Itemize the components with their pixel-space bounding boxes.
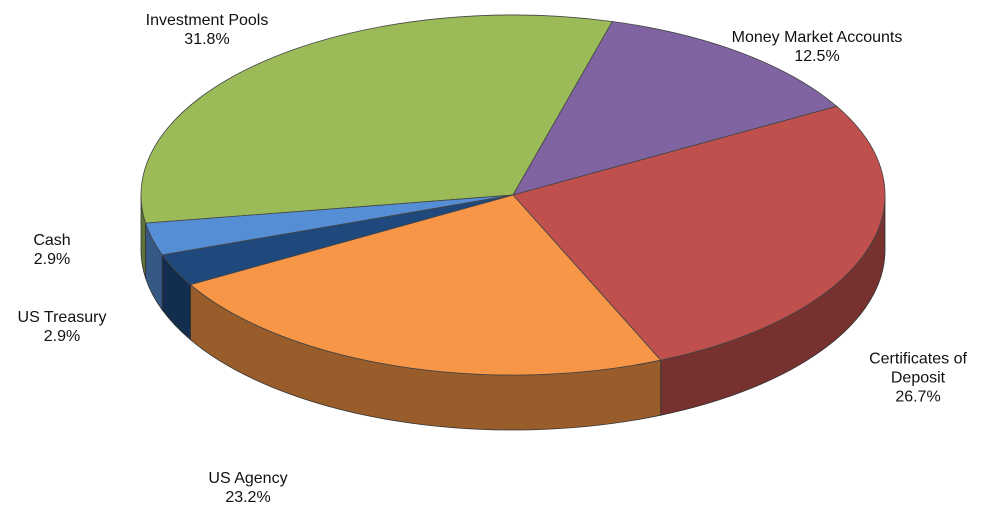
slice-name: US Agency <box>208 470 288 487</box>
slice-label: Money Market Accounts 12.5% <box>732 28 903 66</box>
slice <box>512 105 886 361</box>
slice-label: US Treasury 2.9% <box>18 308 107 346</box>
slice <box>189 194 662 376</box>
slice-name: Cash <box>33 232 71 249</box>
slice-label: Investment Pools 31.8% <box>146 11 269 49</box>
slice-label: US Agency 23.2% <box>208 469 287 507</box>
slice-value: 26.7% <box>895 388 941 406</box>
slice-value: 31.8% <box>184 31 230 48</box>
slice <box>512 21 838 196</box>
slice-value: 23.2% <box>225 489 271 506</box>
slice <box>140 14 613 224</box>
slice-name: Certificates of Deposit <box>869 350 967 387</box>
slice-label: Certificates of Deposit 26.7% <box>853 350 983 407</box>
slice-value: 12.5% <box>794 48 840 65</box>
slice-value: 2.9% <box>43 328 81 345</box>
slice-name: US Treasury <box>17 309 107 326</box>
slice-label: Cash 2.9% <box>33 231 70 269</box>
slice <box>145 194 514 256</box>
slice-name: Investment Pools <box>145 12 269 29</box>
slice-value: 2.9% <box>33 251 71 268</box>
slice-name: Money Market Accounts <box>731 29 903 46</box>
